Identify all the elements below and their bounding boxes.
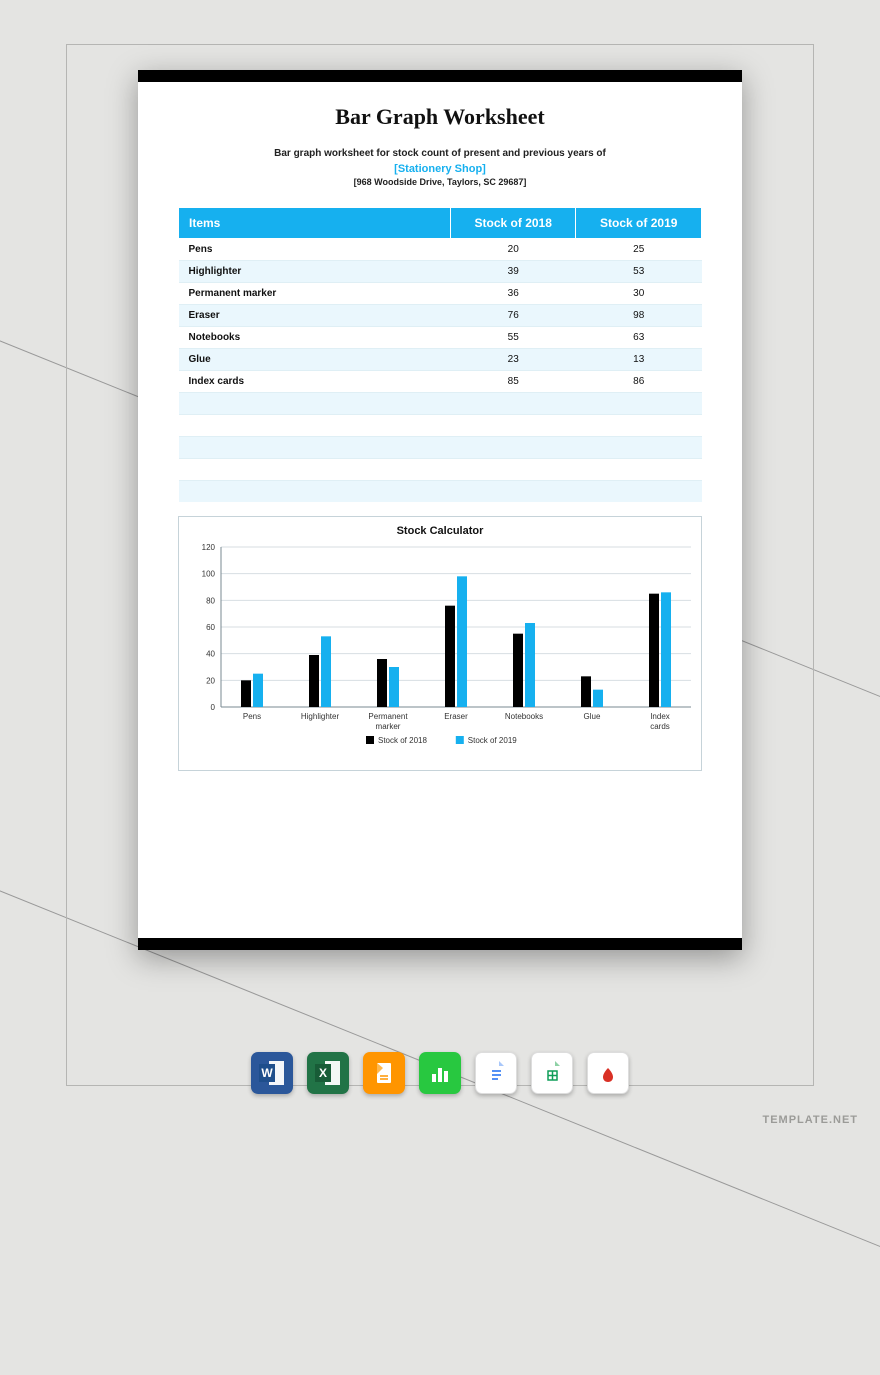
legend-label: Stock of 2019 <box>468 736 517 745</box>
bar <box>241 680 251 707</box>
address: [968 Woodside Drive, Taylors, SC 29687] <box>178 177 702 187</box>
x-tick-label: cards <box>650 722 670 731</box>
watermark: TEMPLATE.NET <box>762 1114 858 1126</box>
pdf-icon[interactable] <box>587 1052 629 1094</box>
svg-text:W: W <box>261 1066 273 1080</box>
excel-icon[interactable]: X <box>307 1052 349 1094</box>
value-cell: 53 <box>576 261 702 283</box>
page-title: Bar Graph Worksheet <box>178 104 702 130</box>
x-tick-label: Permanent <box>368 712 408 721</box>
table-row <box>179 415 702 437</box>
legend-swatch <box>456 736 464 744</box>
value-cell: 25 <box>576 239 702 261</box>
gsheets-icon[interactable] <box>531 1052 573 1094</box>
value-cell: 63 <box>576 327 702 349</box>
item-cell: Index cards <box>179 371 451 393</box>
chart-title: Stock Calculator <box>187 525 693 537</box>
table-row <box>179 437 702 459</box>
x-tick-label: Highlighter <box>301 712 340 721</box>
table-row: Pens2025 <box>179 239 702 261</box>
bar <box>593 690 603 707</box>
item-cell: Pens <box>179 239 451 261</box>
table-header: Stock of 2019 <box>576 208 702 239</box>
item-cell: Highlighter <box>179 261 451 283</box>
table-row: Permanent marker3630 <box>179 283 702 305</box>
value-cell: 30 <box>576 283 702 305</box>
y-tick-label: 20 <box>206 676 215 685</box>
table-row: Index cards8586 <box>179 371 702 393</box>
value-cell: 86 <box>576 371 702 393</box>
top-black-bar <box>138 70 742 82</box>
y-tick-label: 0 <box>211 703 216 712</box>
item-cell: Glue <box>179 349 451 371</box>
y-tick-label: 100 <box>202 570 216 579</box>
gdocs-icon[interactable] <box>475 1052 517 1094</box>
table-row: Eraser7698 <box>179 305 702 327</box>
value-cell: 13 <box>576 349 702 371</box>
x-tick-label: Eraser <box>444 712 468 721</box>
stock-bar-chart: 0 20 40 60 80 100 120 Pens Highlighter Permanentm… <box>187 541 697 759</box>
bar <box>457 576 467 707</box>
stock-table: ItemsStock of 2018Stock of 2019 Pens2025… <box>178 207 702 502</box>
y-tick-label: 60 <box>206 623 215 632</box>
app-icons-row: WX <box>0 1052 880 1094</box>
table-row: Notebooks5563 <box>179 327 702 349</box>
shop-name: [Stationery Shop] <box>178 163 702 175</box>
numbers-icon[interactable] <box>419 1052 461 1094</box>
item-cell: Notebooks <box>179 327 451 349</box>
value-cell: 85 <box>450 371 576 393</box>
table-row <box>179 459 702 481</box>
document-page: Bar Graph Worksheet Bar graph worksheet … <box>138 70 742 950</box>
bar <box>309 655 319 707</box>
value-cell: 98 <box>576 305 702 327</box>
bar <box>525 623 535 707</box>
bar <box>253 674 263 707</box>
x-tick-label: Glue <box>584 712 601 721</box>
bar <box>661 592 671 707</box>
pages-icon[interactable] <box>363 1052 405 1094</box>
value-cell: 20 <box>450 239 576 261</box>
x-tick-label: Index <box>650 712 670 721</box>
bar <box>513 634 523 707</box>
legend-label: Stock of 2018 <box>378 736 427 745</box>
value-cell: 55 <box>450 327 576 349</box>
table-row <box>179 481 702 503</box>
table-row: Glue2313 <box>179 349 702 371</box>
bar <box>321 636 331 707</box>
word-icon[interactable]: W <box>251 1052 293 1094</box>
x-tick-label: Notebooks <box>505 712 543 721</box>
bar <box>445 606 455 707</box>
value-cell: 23 <box>450 349 576 371</box>
bottom-black-bar <box>138 938 742 950</box>
bar <box>649 594 659 707</box>
bar <box>389 667 399 707</box>
item-cell: Permanent marker <box>179 283 451 305</box>
legend-swatch <box>366 736 374 744</box>
value-cell: 76 <box>450 305 576 327</box>
value-cell: 36 <box>450 283 576 305</box>
subtitle: Bar graph worksheet for stock count of p… <box>178 146 702 161</box>
x-tick-label: marker <box>376 722 401 731</box>
svg-text:X: X <box>319 1066 327 1080</box>
x-tick-label: Pens <box>243 712 261 721</box>
table-row: Highlighter3953 <box>179 261 702 283</box>
table-header: Items <box>179 208 451 239</box>
item-cell: Eraser <box>179 305 451 327</box>
y-tick-label: 120 <box>202 543 216 552</box>
table-header: Stock of 2018 <box>450 208 576 239</box>
bar <box>377 659 387 707</box>
chart-container: Stock Calculator 0 20 40 60 80 100 120 Pens High… <box>178 516 702 771</box>
y-tick-label: 80 <box>206 596 215 605</box>
table-row <box>179 393 702 415</box>
bar <box>581 676 591 707</box>
value-cell: 39 <box>450 261 576 283</box>
y-tick-label: 40 <box>206 650 215 659</box>
